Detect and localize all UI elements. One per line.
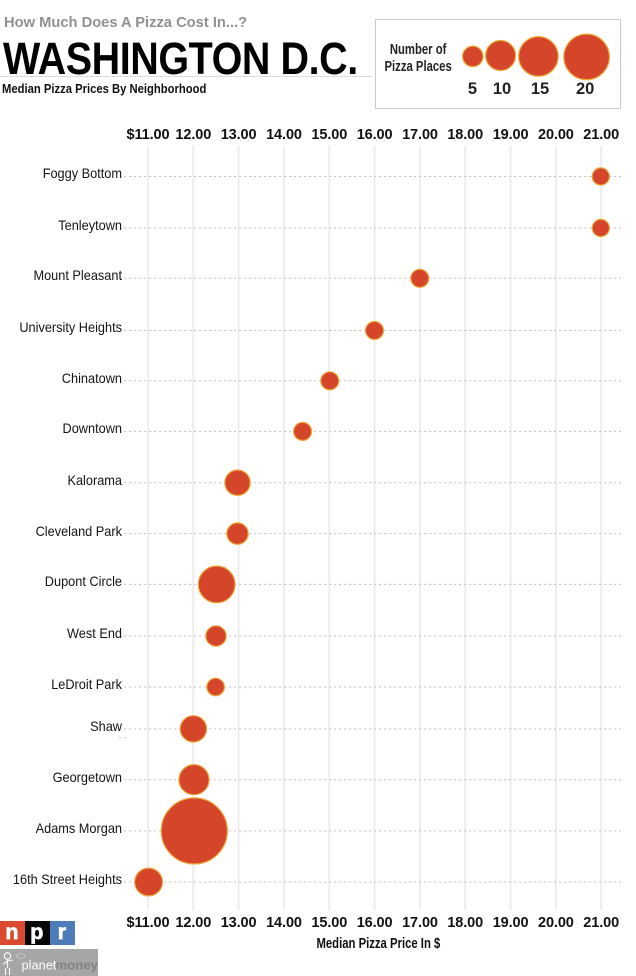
svg-text:money: money bbox=[56, 957, 99, 972]
svg-text:planet: planet bbox=[22, 957, 57, 972]
